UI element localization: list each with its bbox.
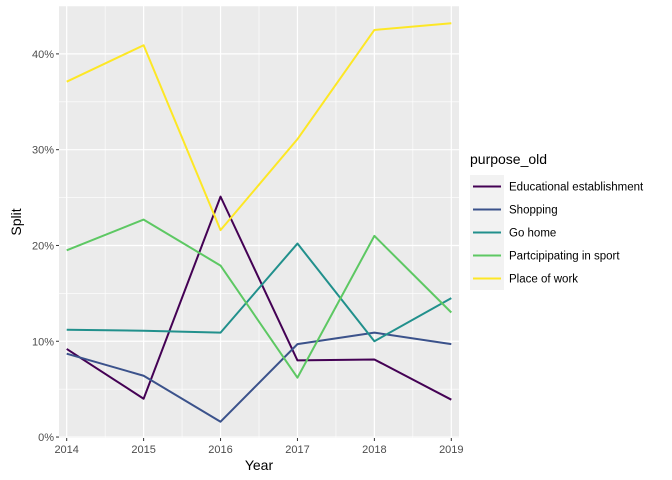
x-tick-label: 2015 [131,444,155,456]
y-tick-label: 40% [32,49,54,61]
y-tick-label: 20% [32,240,54,252]
major-gridlines [59,6,459,438]
legend-label: Educational establishment [509,182,644,194]
minor-gridlines [59,5,459,438]
legend-label: Shopping [509,205,558,217]
x-tick-label: 2017 [285,444,309,456]
y-tick-label: 0% [38,432,54,444]
x-tick-label: 2016 [208,444,232,456]
legend-title: purpose_old [470,151,547,167]
y-tick-label: 30% [32,145,54,157]
series-line [66,195,452,401]
series-lines [66,22,453,423]
legend-label: Partcipipating in sport [509,251,620,263]
x-axis: 2014 2015 2016 2017 2018 2019 [54,438,464,456]
legend-label: Place of work [509,274,578,286]
legend: purpose_old Educational establishment Sho… [470,151,644,290]
x-tick-label: 2019 [439,444,463,456]
y-tick-label: 10% [32,336,54,348]
series-line [66,242,452,343]
x-tick-label: 2018 [362,444,386,456]
series-line [66,22,452,232]
series-line [66,218,453,379]
legend-label: Go home [509,228,556,240]
y-axis: 0% 10% 20% 30% 40% [32,49,59,444]
x-tick-label: 2014 [54,444,78,456]
y-axis-title: Split [8,208,24,235]
x-axis-title: Year [245,457,274,473]
